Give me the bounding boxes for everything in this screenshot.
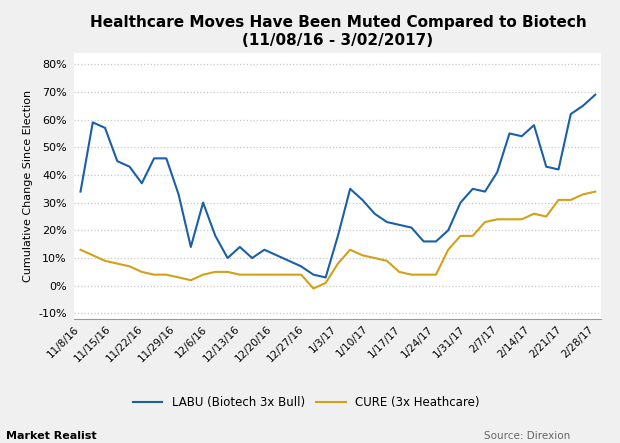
CURE (3x Heathcare): [260, 272, 268, 277]
CURE (3x Heathcare): [322, 280, 329, 286]
LABU (Biotech 3x Bull): [579, 103, 587, 109]
CURE (3x Heathcare): [334, 261, 342, 266]
Text: Source: Direxion: Source: Direxion: [484, 431, 570, 441]
LABU (Biotech 3x Bull): [567, 112, 575, 117]
CURE (3x Heathcare): [530, 211, 538, 217]
CURE (3x Heathcare): [298, 272, 305, 277]
LABU (Biotech 3x Bull): [77, 189, 84, 194]
CURE (3x Heathcare): [518, 217, 526, 222]
LABU (Biotech 3x Bull): [420, 239, 427, 244]
CURE (3x Heathcare): [481, 219, 489, 225]
CURE (3x Heathcare): [101, 258, 108, 264]
LABU (Biotech 3x Bull): [249, 255, 256, 260]
CURE (3x Heathcare): [432, 272, 440, 277]
CURE (3x Heathcare): [113, 261, 121, 266]
CURE (3x Heathcare): [187, 277, 195, 283]
CURE (3x Heathcare): [285, 272, 293, 277]
CURE (3x Heathcare): [273, 272, 280, 277]
LABU (Biotech 3x Bull): [457, 200, 464, 206]
Legend: LABU (Biotech 3x Bull), CURE (3x Heathcare): LABU (Biotech 3x Bull), CURE (3x Heathca…: [128, 392, 485, 414]
LABU (Biotech 3x Bull): [396, 222, 403, 228]
CURE (3x Heathcare): [420, 272, 427, 277]
LABU (Biotech 3x Bull): [187, 245, 195, 250]
LABU (Biotech 3x Bull): [408, 225, 415, 230]
LABU (Biotech 3x Bull): [481, 189, 489, 194]
Title: Healthcare Moves Have Been Muted Compared to Biotech
(11/08/16 - 3/02/2017): Healthcare Moves Have Been Muted Compare…: [89, 16, 587, 48]
LABU (Biotech 3x Bull): [432, 239, 440, 244]
LABU (Biotech 3x Bull): [211, 233, 219, 239]
LABU (Biotech 3x Bull): [113, 159, 121, 164]
CURE (3x Heathcare): [445, 247, 452, 253]
LABU (Biotech 3x Bull): [469, 186, 476, 191]
CURE (3x Heathcare): [175, 275, 182, 280]
LABU (Biotech 3x Bull): [359, 197, 366, 202]
CURE (3x Heathcare): [494, 217, 501, 222]
Y-axis label: Cumulative Change Since Election: Cumulative Change Since Election: [22, 90, 33, 282]
LABU (Biotech 3x Bull): [309, 272, 317, 277]
CURE (3x Heathcare): [457, 233, 464, 239]
LABU (Biotech 3x Bull): [162, 156, 170, 161]
LABU (Biotech 3x Bull): [347, 186, 354, 191]
Line: CURE (3x Heathcare): CURE (3x Heathcare): [81, 192, 595, 288]
LABU (Biotech 3x Bull): [445, 228, 452, 233]
LABU (Biotech 3x Bull): [506, 131, 513, 136]
CURE (3x Heathcare): [567, 197, 575, 202]
LABU (Biotech 3x Bull): [298, 264, 305, 269]
LABU (Biotech 3x Bull): [89, 120, 97, 125]
CURE (3x Heathcare): [126, 264, 133, 269]
Text: Market Realist: Market Realist: [6, 431, 97, 441]
LABU (Biotech 3x Bull): [383, 219, 391, 225]
CURE (3x Heathcare): [211, 269, 219, 275]
LABU (Biotech 3x Bull): [273, 253, 280, 258]
CURE (3x Heathcare): [383, 258, 391, 264]
CURE (3x Heathcare): [249, 272, 256, 277]
CURE (3x Heathcare): [579, 192, 587, 197]
LABU (Biotech 3x Bull): [175, 192, 182, 197]
LABU (Biotech 3x Bull): [542, 164, 550, 169]
CURE (3x Heathcare): [138, 269, 146, 275]
LABU (Biotech 3x Bull): [200, 200, 207, 206]
CURE (3x Heathcare): [162, 272, 170, 277]
CURE (3x Heathcare): [371, 255, 378, 260]
LABU (Biotech 3x Bull): [334, 233, 342, 239]
LABU (Biotech 3x Bull): [591, 92, 599, 97]
CURE (3x Heathcare): [591, 189, 599, 194]
LABU (Biotech 3x Bull): [224, 255, 231, 260]
LABU (Biotech 3x Bull): [260, 247, 268, 253]
LABU (Biotech 3x Bull): [555, 167, 562, 172]
CURE (3x Heathcare): [89, 253, 97, 258]
CURE (3x Heathcare): [347, 247, 354, 253]
LABU (Biotech 3x Bull): [322, 275, 329, 280]
LABU (Biotech 3x Bull): [285, 258, 293, 264]
LABU (Biotech 3x Bull): [518, 134, 526, 139]
LABU (Biotech 3x Bull): [236, 245, 244, 250]
CURE (3x Heathcare): [555, 197, 562, 202]
CURE (3x Heathcare): [150, 272, 157, 277]
CURE (3x Heathcare): [309, 286, 317, 291]
CURE (3x Heathcare): [408, 272, 415, 277]
CURE (3x Heathcare): [77, 247, 84, 253]
LABU (Biotech 3x Bull): [494, 170, 501, 175]
LABU (Biotech 3x Bull): [150, 156, 157, 161]
CURE (3x Heathcare): [224, 269, 231, 275]
LABU (Biotech 3x Bull): [530, 123, 538, 128]
CURE (3x Heathcare): [396, 269, 403, 275]
Line: LABU (Biotech 3x Bull): LABU (Biotech 3x Bull): [81, 95, 595, 277]
CURE (3x Heathcare): [236, 272, 244, 277]
CURE (3x Heathcare): [359, 253, 366, 258]
CURE (3x Heathcare): [542, 214, 550, 219]
LABU (Biotech 3x Bull): [138, 181, 146, 186]
CURE (3x Heathcare): [506, 217, 513, 222]
CURE (3x Heathcare): [469, 233, 476, 239]
LABU (Biotech 3x Bull): [126, 164, 133, 169]
LABU (Biotech 3x Bull): [371, 211, 378, 217]
CURE (3x Heathcare): [200, 272, 207, 277]
LABU (Biotech 3x Bull): [101, 125, 108, 131]
